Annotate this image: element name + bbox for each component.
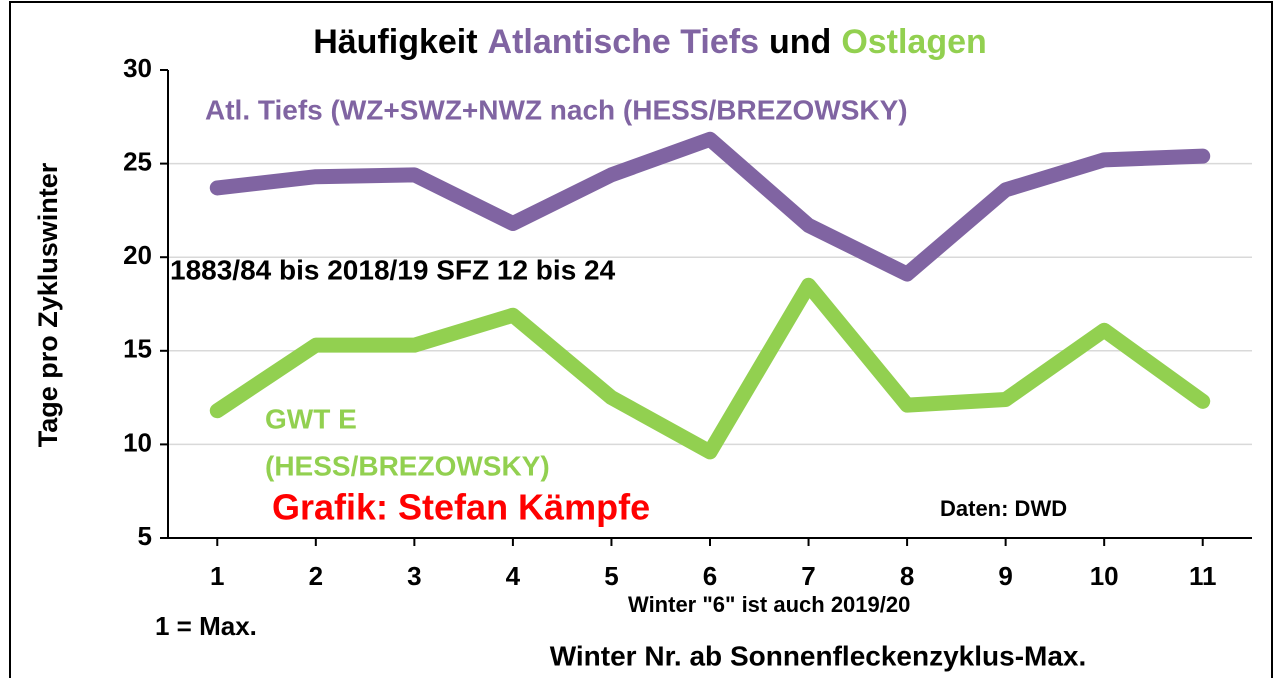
frame [9,1,1273,678]
y-tick-label: 20 [123,240,152,270]
y-tick-label: 15 [123,334,152,364]
x-tick-label: 11 [1189,561,1217,591]
series-line [209,131,1211,282]
x-tick-label: 4 [506,561,521,591]
annotation: GWT E [265,403,357,434]
x-tick-label: 9 [998,561,1012,591]
annotation: Grafik: Stefan Kämpfe [272,487,650,528]
x-tick-label: 1 [210,561,224,591]
title-part: Ostlagen [841,23,986,61]
y-tick-label: 10 [123,427,152,457]
title-part: Atlantische Tiefs [488,23,759,61]
x-tick-label: 8 [900,561,914,591]
annotation: (HESS/BREZOWSKY) [265,450,550,481]
y-axis-label: Tage pro Zykluswinter [33,162,63,447]
annotation: Atl. Tiefs (WZ+SWZ+NWZ nach (HESS/BREZOW… [205,94,908,125]
annotation: 1883/84 bis 2018/19 SFZ 12 bis 24 [170,254,616,285]
annotation: 1 = Max. [155,611,257,641]
y-tick-label: 5 [138,521,152,551]
x-tick-label: 6 [703,561,717,591]
title-part: Häufigkeit [313,23,477,61]
x-tick-label: 2 [309,561,323,591]
annotation: Winter "6" ist auch 2019/20 [628,592,910,617]
y-tick-label: 25 [123,146,152,176]
x-tick-label: 7 [801,561,815,591]
series-line [209,277,1211,460]
x-axis-label: Winter Nr. ab Sonnenfleckenzyklus-Max. [550,640,1087,671]
x-tick-label: 3 [407,561,421,591]
chart-title: Häufigkeit Atlantische Tiefs und Ostlagen [313,23,987,61]
annotation: Daten: DWD [940,496,1067,521]
y-tick-label: 30 [123,53,152,83]
title-part: und [769,23,831,61]
x-tick-label: 5 [604,561,618,591]
x-tick-label: 10 [1090,561,1119,591]
